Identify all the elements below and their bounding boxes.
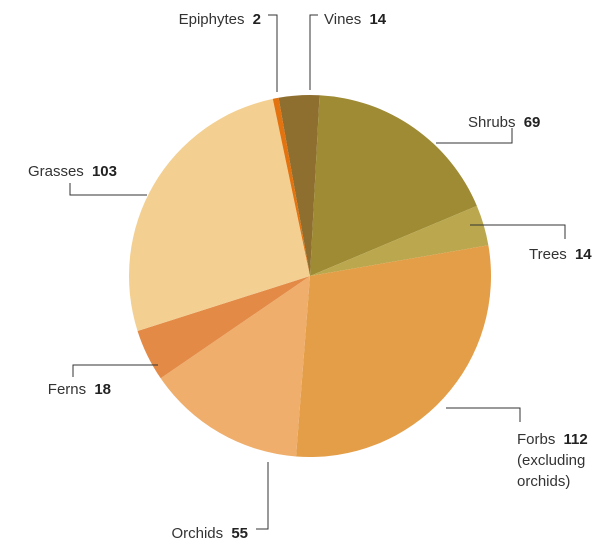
slice-epiphytes — [272, 97, 310, 276]
label-grasses-name: Grasses — [28, 163, 84, 180]
leader-line-grasses — [69, 183, 147, 196]
slice-orchids — [160, 276, 310, 457]
label-ferns: Ferns 18 — [48, 381, 111, 398]
slice-trees — [310, 205, 489, 276]
leader-line-ferns — [72, 364, 158, 377]
label-forbs-value: 112 — [564, 431, 588, 448]
slice-forbs — [296, 245, 492, 457]
label-vines: Vines 14 — [324, 11, 387, 28]
slice-grasses — [128, 98, 310, 331]
label-trees-value: 14 — [575, 246, 592, 263]
label-epiphytes-value: 2 — [253, 11, 261, 28]
label-orchids-value: 55 — [231, 525, 248, 542]
leader-line-epiphytes — [268, 14, 278, 92]
label-epiphytes-name: Epiphytes — [179, 11, 245, 28]
label-vines-name: Vines — [324, 11, 361, 28]
label-orchids-name: Orchids — [171, 525, 223, 542]
label-ferns-name: Ferns — [48, 381, 86, 398]
label-ferns-value: 18 — [94, 381, 111, 398]
label-epiphytes: Epiphytes 2 — [179, 11, 261, 28]
leader-line-vines — [309, 14, 318, 90]
label-forbs-name: Forbs — [517, 431, 555, 448]
label-orchids: Orchids 55 — [171, 525, 248, 542]
leader-line-shrubs — [436, 128, 513, 144]
label-shrubs-name: Shrubs — [468, 114, 516, 131]
label-forbs-note-1: (excluding — [517, 452, 585, 469]
label-trees-name: Trees — [529, 246, 567, 263]
pie-slices — [128, 94, 492, 457]
leader-line-orchids — [256, 462, 269, 530]
slice-vines — [278, 94, 320, 276]
label-grasses: Grasses 103 — [28, 163, 117, 180]
leader-line-forbs — [446, 407, 521, 422]
label-shrubs-value: 69 — [524, 114, 541, 131]
label-forbs-note-2: orchids) — [517, 473, 570, 490]
slice-shrubs — [310, 95, 477, 276]
leader-line-trees — [470, 224, 566, 239]
slice-ferns — [137, 276, 310, 379]
label-shrubs: Shrubs 69 — [468, 114, 540, 131]
label-trees: Trees 14 — [529, 246, 592, 263]
label-vines-value: 14 — [369, 11, 386, 28]
leader-lines — [69, 14, 566, 530]
label-forbs: Forbs 112 — [517, 431, 588, 448]
label-grasses-value: 103 — [92, 163, 117, 180]
